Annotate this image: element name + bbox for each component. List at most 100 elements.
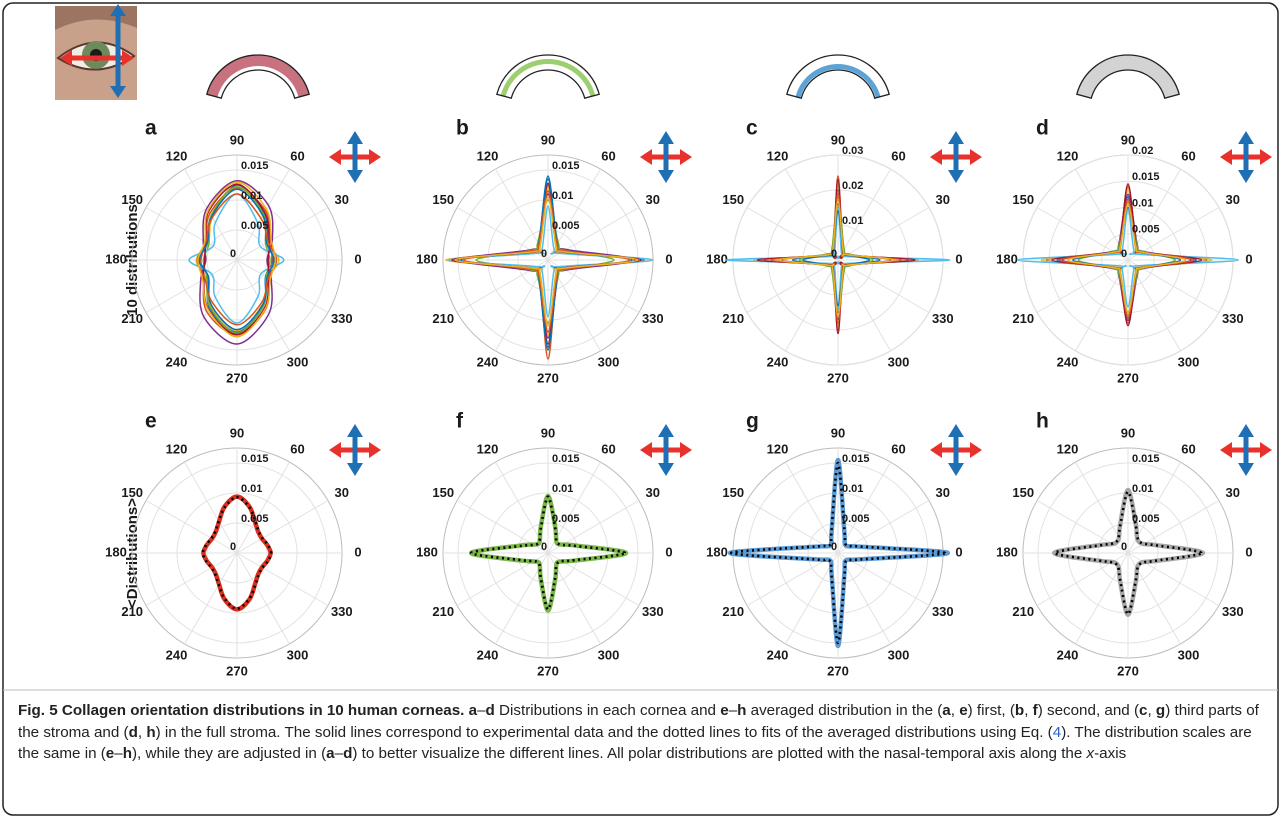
r-tick-label: 0.01	[1132, 483, 1153, 495]
theta-tick-label: 90	[831, 132, 845, 147]
theta-tick-label: 0	[665, 251, 672, 266]
theta-tick-label: 150	[432, 485, 454, 500]
panel-label: g	[746, 410, 759, 433]
axis-icon-red-heads	[930, 149, 982, 165]
theta-tick-label: 60	[601, 441, 615, 456]
fit-line	[1053, 490, 1203, 616]
distribution-line	[777, 199, 895, 317]
theta-tick-label: 0	[354, 544, 361, 559]
r-tick-label: 0.005	[1132, 513, 1160, 525]
cornea-outline	[206, 54, 310, 99]
theta-tick-label: 150	[1012, 192, 1034, 207]
r-tick-label: 0.015	[842, 453, 870, 465]
theta-tick-label: 270	[827, 370, 849, 385]
r-tick-label: 0.015	[552, 453, 580, 465]
caption-run: –	[114, 745, 123, 762]
theta-tick-label: 180	[416, 251, 438, 266]
polar-grid-spoke	[837, 259, 891, 352]
distribution-line	[202, 183, 271, 336]
polar-grid-spoke	[184, 461, 238, 554]
theta-tick-label: 240	[477, 647, 499, 662]
caption-run: averaged distribution in the (	[746, 702, 943, 719]
theta-tick-label: 300	[888, 354, 910, 369]
theta-tick-label: 270	[1117, 663, 1139, 678]
theta-tick-label: 30	[646, 485, 660, 500]
theta-tick-label: 120	[1057, 148, 1079, 163]
theta-tick-label: 330	[331, 311, 353, 326]
polar-grid-spoke	[837, 207, 930, 261]
caption-run: –	[477, 702, 486, 719]
theta-tick-label: 150	[121, 192, 143, 207]
caption-run: ). The distribution scales are the same …	[18, 723, 1252, 763]
caption-run: b	[1014, 702, 1025, 719]
theta-tick-label: 0	[955, 251, 962, 266]
distribution-line	[197, 181, 277, 338]
theta-tick-label: 150	[121, 485, 143, 500]
axis-icon-red-heads	[1220, 442, 1272, 458]
axis-icon-red-heads	[930, 442, 982, 458]
axis-icon-blue-heads	[1238, 131, 1254, 183]
distribution-line	[454, 196, 639, 327]
polar-panel: 0 30 60 90 120 150 180 210 240 270 300 330 0 0.005 0.0…	[105, 117, 361, 386]
panel-label: d	[1036, 117, 1049, 140]
caption-run: h	[122, 745, 132, 762]
theta-tick-label: 300	[287, 647, 309, 662]
r-tick-label: 0.015	[552, 160, 580, 172]
theta-tick-label: 60	[891, 441, 905, 456]
distribution-line	[448, 205, 654, 318]
distribution-line	[463, 190, 630, 333]
r-tick-label: 0	[1121, 541, 1127, 553]
polar-grid-spoke	[236, 552, 290, 645]
theta-tick-label: 180	[105, 544, 127, 559]
theta-tick-label: 60	[1181, 148, 1195, 163]
theta-tick-label: 330	[932, 311, 954, 326]
theta-tick-label: 30	[335, 485, 349, 500]
theta-tick-label: 0	[1245, 544, 1252, 559]
theta-tick-label: 210	[432, 311, 454, 326]
r-tick-label: 0.015	[1132, 453, 1160, 465]
caption-run: ) to better visualize the different line…	[352, 745, 1087, 762]
theta-tick-label: 330	[642, 604, 664, 619]
caption-run: g	[1155, 702, 1166, 719]
distribution-line	[202, 186, 271, 334]
polar-grid-spoke	[145, 552, 238, 606]
polar-grid-spoke	[145, 500, 238, 554]
r-tick-label: 0.005	[842, 513, 870, 525]
caption-run: a	[326, 745, 335, 762]
r-tick-label: 0.005	[241, 220, 269, 232]
polar-panel: 0 30 60 90 120 150 180 210 240 270 300 330 0 0.005 0.0…	[105, 410, 361, 679]
axis-icon-red-heads	[329, 149, 381, 165]
eye-photo	[55, 4, 137, 100]
r-tick-label: 0.01	[842, 483, 863, 495]
theta-tick-label: 150	[432, 192, 454, 207]
theta-tick-label: 270	[226, 370, 248, 385]
theta-tick-label: 60	[1181, 441, 1195, 456]
polar-grid-spoke	[236, 552, 329, 606]
caption-run[interactable]: 4	[1052, 723, 1062, 741]
theta-tick-label: 300	[1178, 647, 1200, 662]
theta-tick-label: 270	[537, 370, 559, 385]
polar-grid-spoke	[236, 259, 329, 313]
caption-run: x	[1086, 745, 1095, 762]
theta-tick-label: 210	[121, 604, 143, 619]
polar-grid-spoke	[145, 207, 238, 261]
theta-tick-label: 30	[1226, 192, 1240, 207]
theta-tick-label: 30	[936, 485, 950, 500]
panel-label: b	[456, 117, 469, 140]
r-tick-label: 0.015	[241, 453, 269, 465]
caption-run: d	[128, 723, 138, 741]
theta-tick-label: 180	[105, 251, 127, 266]
axis-icon-blue-heads	[347, 131, 363, 183]
cornea-outline	[786, 54, 890, 99]
theta-tick-label: 210	[1012, 311, 1034, 326]
panel-label: c	[746, 117, 758, 140]
polar-grid-spoke	[785, 168, 839, 261]
polar-grid-spoke	[236, 461, 290, 554]
fit-line	[729, 461, 947, 645]
distribution-line	[1066, 204, 1187, 314]
theta-tick-label: 90	[1121, 132, 1135, 147]
polar-panel: 0 30 60 90 120 150 180 210 240 270 300 330 0 0.005 0.0…	[706, 410, 962, 679]
axis-icon-blue-heads	[658, 424, 674, 476]
theta-tick-label: 180	[996, 544, 1018, 559]
caption-run: a	[942, 702, 951, 719]
